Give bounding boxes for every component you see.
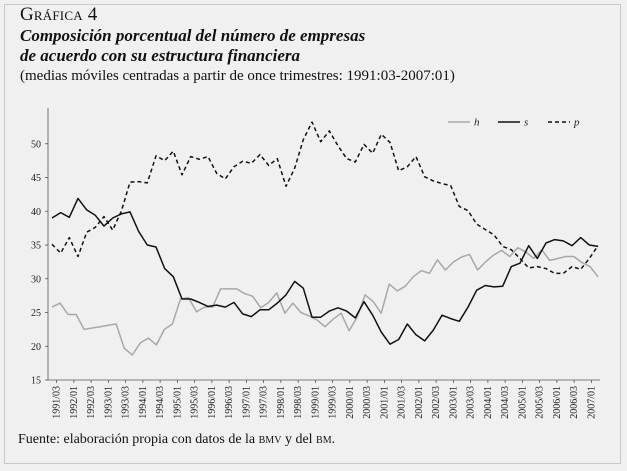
figure-header: Gráfica 4 Composición porcentual del núm…: [20, 4, 455, 86]
x-tick-label: 2002/03: [431, 386, 442, 419]
x-tick-label: 2007/01: [586, 386, 597, 419]
x-tick-label: 1993/03: [121, 386, 132, 419]
y-tick-label: 40: [31, 207, 41, 218]
legend-label-h: h: [474, 117, 480, 129]
series-line-s: [51, 197, 599, 345]
x-tick-label: 1994/03: [155, 386, 166, 419]
source-middle: y del: [284, 432, 313, 447]
figure-label-word: Gráfica: [20, 4, 83, 25]
x-tick-label: 2005/03: [535, 386, 546, 419]
figure-frame: [4, 4, 621, 464]
x-tick-label: 2004/01: [483, 386, 494, 419]
x-tick-label: 2005/01: [517, 386, 528, 419]
source-prefix: Fuente: elaboración propia con datos de …: [18, 432, 256, 447]
x-tick-label: 1992/03: [86, 386, 97, 419]
source-org-1: bmv: [258, 432, 282, 447]
chart-title-line-1: Composición porcentual del número de emp…: [20, 26, 366, 45]
y-tick-label: 25: [31, 308, 41, 319]
x-tick-label: 1993/01: [103, 386, 114, 419]
source-org-2: bm: [316, 432, 332, 447]
x-tick-label: 2006/01: [552, 386, 563, 419]
x-tick-label: 1996/01: [207, 386, 218, 419]
series-line-h: [51, 246, 599, 356]
y-tick-label: 50: [31, 139, 41, 150]
x-tick-label: 1999/01: [310, 386, 321, 419]
x-tick-label: 2000/03: [362, 386, 373, 419]
chart-title-line-2: de acuerdo con su estructura financiera: [20, 46, 301, 65]
x-tick-label: 1995/03: [190, 386, 201, 419]
x-tick-label: 1998/01: [276, 386, 287, 419]
x-tick-label: 2000/01: [345, 386, 356, 419]
x-tick-label: 1996/03: [224, 386, 235, 419]
source-suffix: .: [331, 432, 336, 447]
x-tick-label: 1992/01: [69, 386, 80, 419]
x-tick-label: 2006/03: [569, 386, 580, 419]
x-tick-label: 1994/01: [138, 386, 149, 419]
x-tick-label: 2003/03: [466, 386, 477, 419]
x-tick-label: 1997/03: [259, 386, 270, 419]
x-tick-label: 1998/03: [293, 386, 304, 419]
x-tick-label: 2003/01: [448, 386, 459, 419]
x-tick-label: 1997/01: [241, 386, 252, 419]
x-tick-label: 2002/01: [414, 386, 425, 419]
y-tick-label: 15: [31, 376, 41, 387]
x-tick-label: 2004/03: [500, 386, 511, 419]
figure-label-number: 4: [87, 4, 98, 25]
y-tick-label: 30: [31, 274, 41, 285]
y-tick-label: 45: [31, 173, 41, 184]
legend-label-s: s: [524, 117, 528, 129]
x-tick-label: 2001/03: [397, 386, 408, 419]
x-tick-label: 1999/03: [328, 386, 339, 419]
series-line-p: [51, 121, 599, 275]
x-tick-label: 1991/03: [52, 386, 63, 419]
y-tick-label: 20: [31, 342, 41, 353]
figure-label: Gráfica 4: [20, 4, 455, 26]
y-tick-label: 35: [31, 241, 41, 252]
legend-label-p: p: [573, 117, 580, 129]
chart-subtitle: (medias móviles centradas a partir de on…: [20, 68, 455, 84]
x-tick-label: 1995/01: [172, 386, 183, 419]
source-note: Fuente: elaboración propia con datos de …: [18, 432, 335, 448]
x-tick-label: 2001/01: [379, 386, 390, 419]
